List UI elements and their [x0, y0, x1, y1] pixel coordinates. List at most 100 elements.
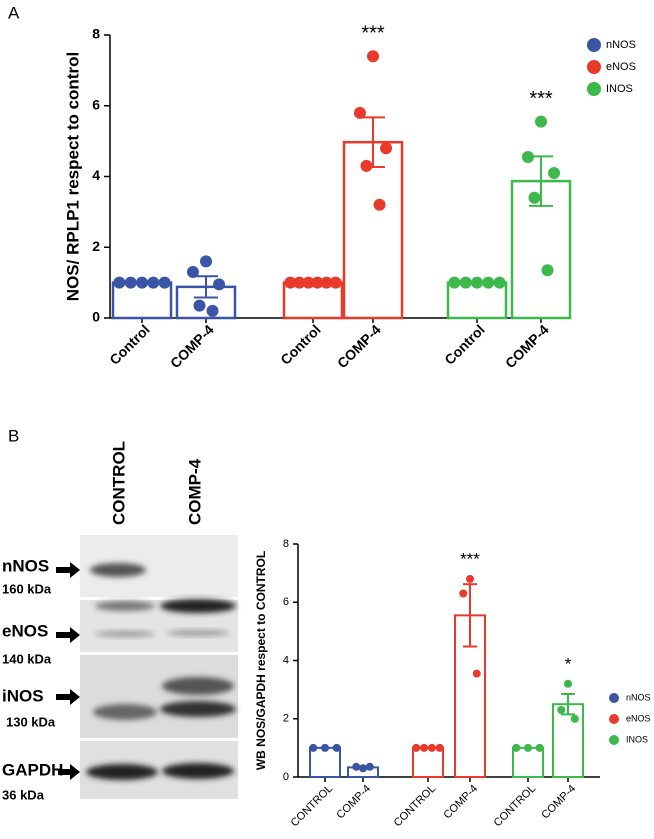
y-tick-label: 6 [283, 596, 289, 608]
lane-label: CONTROL [109, 441, 128, 525]
x-tick-label: COMP-4 [502, 321, 552, 371]
legend-marker [609, 693, 619, 703]
data-point [302, 276, 315, 289]
legend-marker [587, 82, 601, 96]
blot-image [80, 535, 238, 799]
x-tick-label: Control [106, 321, 153, 368]
data-point [158, 276, 171, 289]
lane-label: COMP-4 [185, 458, 204, 525]
x-tick-label: COMP-4 [539, 783, 578, 822]
error-bar [463, 583, 477, 648]
y-tick-label: 2 [92, 238, 100, 254]
data-point [147, 276, 160, 289]
data-point [459, 276, 472, 289]
size-label: 160 kDa [2, 581, 52, 596]
data-point [359, 764, 367, 773]
y-tick-label: 0 [283, 771, 289, 783]
y-tick-label: 2 [283, 713, 289, 725]
protein-label: GAPDH [2, 760, 63, 779]
y-tick-label: 0 [92, 309, 100, 325]
data-point [535, 743, 544, 752]
significance-label: *** [361, 23, 385, 45]
data-point [332, 743, 341, 752]
data-point [564, 679, 572, 688]
data-point [471, 276, 483, 289]
data-point [329, 276, 342, 289]
data-point [186, 266, 199, 279]
y-axis-label: NOS/ RPLP1 respect to control [63, 52, 82, 301]
data-point [512, 743, 521, 752]
y-tick-label: 6 [92, 96, 100, 112]
data-point [320, 276, 333, 289]
data-point [367, 50, 379, 63]
y-tick-label: 4 [283, 654, 289, 666]
x-tick-label: CONTROL [492, 783, 539, 830]
data-point [472, 669, 481, 678]
x-tick-label: CONTROL [289, 783, 336, 830]
legend-label: eNOS [626, 713, 651, 723]
data-point [309, 743, 318, 752]
data-point [435, 743, 444, 752]
data-point [353, 106, 366, 119]
protein-label: nNOS [2, 556, 49, 575]
legend-marker [609, 714, 619, 724]
data-point [284, 276, 297, 289]
protein-label: eNOS [2, 621, 48, 640]
legend-marker [587, 38, 601, 52]
data-point [570, 714, 579, 723]
bar [512, 746, 544, 778]
data-point [360, 159, 373, 172]
bar [412, 746, 444, 778]
data-point [548, 166, 561, 179]
bar [309, 746, 341, 778]
x-tick-label: Control [441, 321, 488, 368]
legend-marker [609, 735, 619, 745]
data-point [293, 276, 306, 289]
legend-label: INOS [606, 83, 633, 95]
bar [342, 140, 404, 320]
data-point [124, 276, 137, 289]
panel-label: B [8, 426, 19, 445]
data-point [427, 743, 436, 752]
significance-label: *** [460, 550, 480, 569]
data-point [459, 589, 468, 598]
size-label: 140 kDa [2, 651, 52, 666]
data-point [466, 574, 474, 583]
data-point [113, 276, 126, 289]
data-point [365, 762, 374, 771]
legend-label: nNOS [606, 39, 636, 51]
x-tick-label: CONTROL [392, 783, 439, 830]
x-tick-label: Control [277, 321, 324, 368]
y-axis-label: WB NOS/GAPDH respect to CONTROL [254, 551, 268, 770]
x-tick-label: COMP-4 [334, 321, 384, 371]
significance-label: *** [529, 88, 553, 110]
data-point [521, 151, 534, 164]
arrows [56, 562, 80, 780]
data-point [373, 198, 386, 211]
x-tick-label: COMP-4 [167, 321, 217, 371]
error-bar [561, 692, 575, 716]
data-point [482, 276, 495, 289]
data-point [528, 191, 541, 204]
data-point [420, 743, 429, 752]
data-point [493, 276, 506, 289]
legend-label: eNOS [606, 61, 636, 73]
y-tick-label: 4 [92, 167, 100, 183]
data-point [311, 276, 324, 289]
panel-label: A [8, 3, 20, 22]
x-tick-label: COMP-4 [334, 783, 373, 822]
protein-label: iNOS [2, 686, 44, 705]
y-tick-label: 8 [92, 26, 100, 42]
data-point [321, 743, 329, 752]
error-bar [194, 275, 218, 299]
x-tick-label: COMP-4 [441, 783, 480, 822]
size-label: 130 kDa [6, 714, 56, 729]
legend-label: INOS [626, 734, 648, 744]
y-tick-label: 8 [283, 538, 289, 550]
data-point [206, 304, 219, 317]
legend-marker [587, 60, 601, 74]
data-point [535, 115, 547, 128]
data-point [380, 142, 393, 155]
data-point [448, 276, 461, 289]
